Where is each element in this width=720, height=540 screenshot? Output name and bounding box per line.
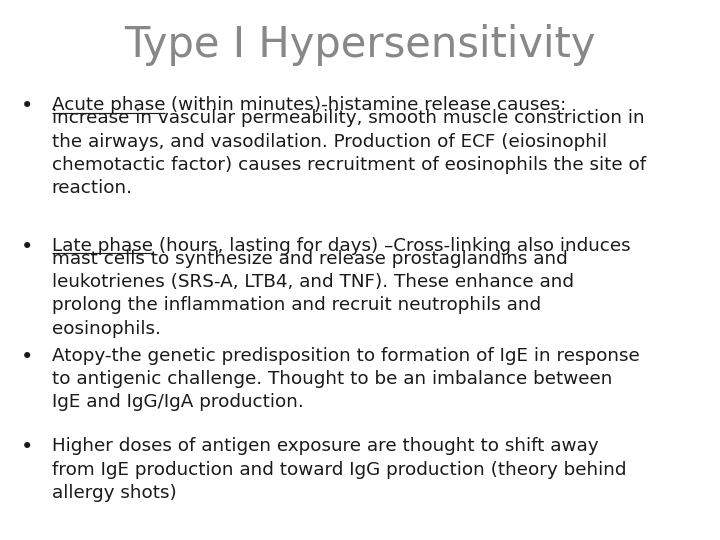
Text: Acute phase: Acute phase xyxy=(52,96,166,114)
Text: •: • xyxy=(21,237,34,256)
Text: •: • xyxy=(21,437,34,457)
Text: (hours, lasting for days) –Cross-linking also induces: (hours, lasting for days) –Cross-linking… xyxy=(153,237,631,254)
Text: Late phase: Late phase xyxy=(52,237,153,254)
Text: mast cells to synthesize and release prostaglandins and
leukotrienes (SRS-A, LTB: mast cells to synthesize and release pro… xyxy=(52,249,574,338)
Text: •: • xyxy=(21,347,34,367)
Text: Atopy-the genetic predisposition to formation of IgE in response
to antigenic ch: Atopy-the genetic predisposition to form… xyxy=(52,347,639,411)
Text: Type I Hypersensitivity: Type I Hypersensitivity xyxy=(125,24,595,66)
Text: (within minutes)-histamine release causes:: (within minutes)-histamine release cause… xyxy=(166,96,567,114)
Text: Higher doses of antigen exposure are thought to shift away
from IgE production a: Higher doses of antigen exposure are tho… xyxy=(52,437,626,502)
Text: increase in vascular permeability, smooth muscle constriction in
the airways, an: increase in vascular permeability, smoot… xyxy=(52,109,646,197)
Text: •: • xyxy=(21,96,34,116)
